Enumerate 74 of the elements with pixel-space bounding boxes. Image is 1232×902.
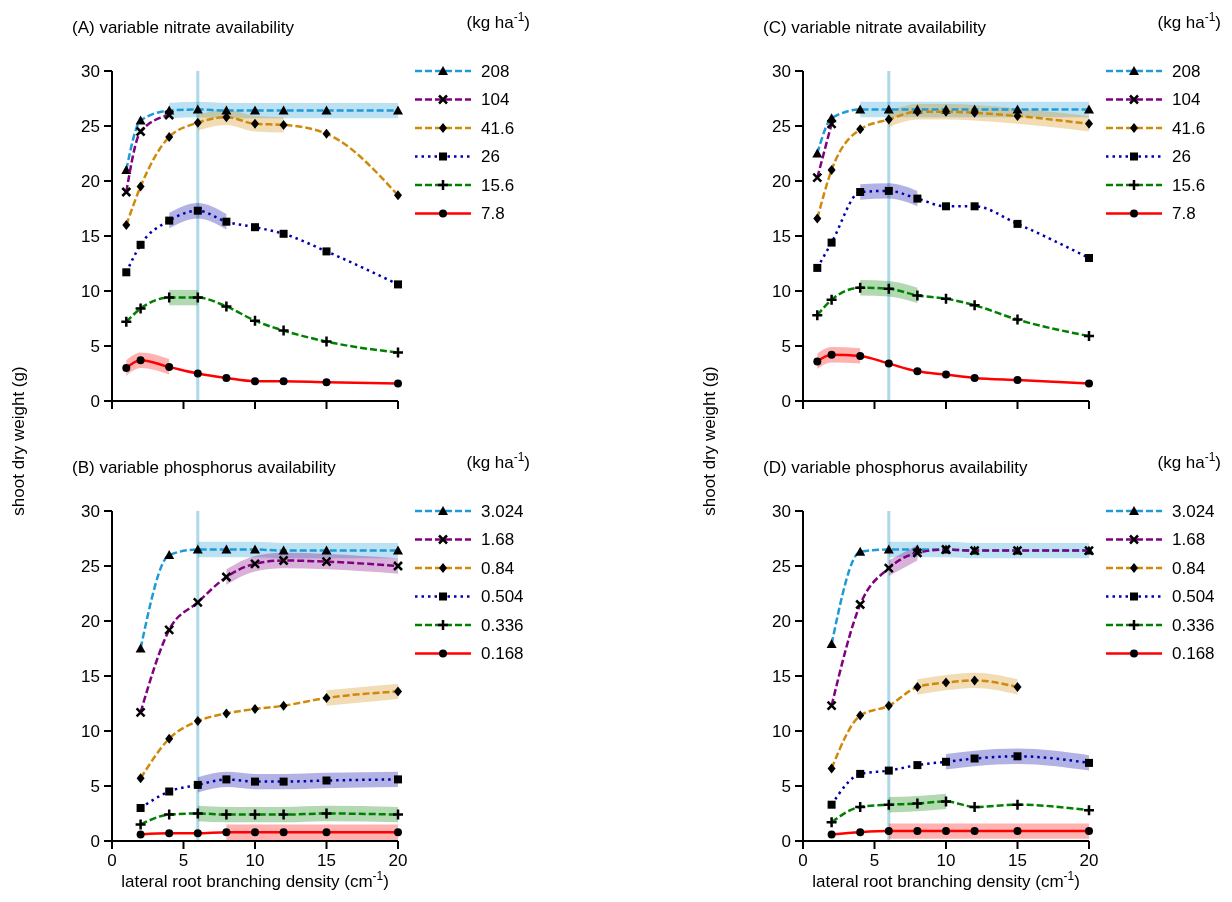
legend-label: 7.8 bbox=[481, 204, 505, 224]
legend-label: 41.6 bbox=[1172, 118, 1206, 138]
y-tick-label: 20 bbox=[772, 611, 791, 631]
x-tick-label: 5 bbox=[178, 851, 189, 870]
legend-label: 0.504 bbox=[1172, 587, 1215, 607]
legend-label: 0.168 bbox=[1172, 644, 1215, 664]
x-tick-label: 10 bbox=[936, 851, 956, 870]
legend-title: (kg ha$^{-1}$) bbox=[466, 450, 530, 472]
y-tick-label: 30 bbox=[772, 501, 791, 521]
legend-label: 3.024 bbox=[481, 501, 524, 521]
y-tick-label: 15 bbox=[81, 666, 100, 686]
y-tick-label: 30 bbox=[81, 501, 100, 521]
legend-title: (kg ha$^{-1}$) bbox=[1157, 450, 1221, 472]
y-tick-label: 0 bbox=[90, 391, 100, 411]
y-tick-label: 30 bbox=[81, 61, 100, 81]
x-tick-label: 15 bbox=[1008, 851, 1027, 870]
legend-label: 0.336 bbox=[1172, 615, 1215, 635]
y-tick-label: 10 bbox=[81, 281, 100, 301]
y-tick-label: 10 bbox=[772, 721, 791, 741]
x-axis-title: lateral root branching density (cm$^{-1}$) bbox=[121, 869, 389, 891]
y-tick-label: 15 bbox=[772, 666, 791, 686]
legend-label: 41.6 bbox=[481, 118, 515, 138]
legend-label: 0.336 bbox=[481, 615, 524, 635]
legend-label: 3.024 bbox=[1172, 501, 1215, 521]
y-tick-label: 30 bbox=[772, 61, 791, 81]
y-tick-label: 25 bbox=[772, 116, 791, 136]
legend-label: 104 bbox=[1172, 90, 1201, 110]
y-tick-label: 20 bbox=[81, 611, 100, 631]
y-tick-label: 25 bbox=[772, 556, 791, 576]
x-tick-label: 0 bbox=[798, 851, 808, 870]
legend-label: 0.84 bbox=[481, 558, 515, 578]
legend-label: 1.68 bbox=[1172, 530, 1206, 550]
legend-label: 26 bbox=[1172, 147, 1191, 167]
y-tick-label: 15 bbox=[81, 226, 100, 246]
legend-label: 15.6 bbox=[481, 175, 515, 195]
y-tick-label: 0 bbox=[781, 831, 791, 851]
y-tick-label: 0 bbox=[781, 391, 791, 411]
legend-title: (kg ha$^{-1}$) bbox=[1157, 10, 1221, 32]
y-tick-label: 5 bbox=[90, 336, 100, 356]
legend-label: 15.6 bbox=[1172, 175, 1206, 195]
legend-label: 104 bbox=[481, 90, 510, 110]
legend-label: 208 bbox=[1172, 61, 1201, 81]
legend-label: 7.8 bbox=[1172, 204, 1196, 224]
y-tick-label: 5 bbox=[90, 776, 100, 796]
legend-label: 1.68 bbox=[481, 530, 515, 550]
x-tick-label: 20 bbox=[1079, 851, 1099, 870]
legend-label: 208 bbox=[481, 61, 510, 81]
y-tick-label: 5 bbox=[781, 336, 791, 356]
y-tick-label: 10 bbox=[772, 281, 791, 301]
legend-title: (kg ha$^{-1}$) bbox=[466, 10, 530, 32]
x-tick-label: 10 bbox=[245, 851, 265, 870]
x-axis-title: lateral root branching density (cm$^{-1}$) bbox=[812, 869, 1080, 891]
y-axis-title: shoot dry weight (g) bbox=[700, 366, 719, 516]
chart-title: (A) variable nitrate availability bbox=[72, 18, 295, 37]
y-tick-label: 10 bbox=[81, 721, 100, 741]
x-tick-label: 20 bbox=[388, 851, 408, 870]
x-tick-label: 5 bbox=[869, 851, 880, 870]
y-axis-title: shoot dry weight (g) bbox=[9, 366, 28, 516]
y-tick-label: 15 bbox=[772, 226, 791, 246]
x-tick-label: 0 bbox=[107, 851, 117, 870]
y-tick-label: 20 bbox=[772, 171, 791, 191]
chart-title: (C) variable nitrate availability bbox=[763, 18, 987, 37]
y-tick-label: 25 bbox=[81, 116, 100, 136]
legend-label: 0.168 bbox=[481, 644, 524, 664]
chart-title: (D) variable phosphorus availability bbox=[763, 458, 1029, 477]
y-tick-label: 0 bbox=[90, 831, 100, 851]
x-tick-label: 15 bbox=[317, 851, 336, 870]
legend-label: 0.504 bbox=[481, 587, 524, 607]
y-tick-label: 25 bbox=[81, 556, 100, 576]
legend-label: 26 bbox=[481, 147, 500, 167]
chart-title: (B) variable phosphorus availability bbox=[72, 458, 337, 477]
y-tick-label: 5 bbox=[781, 776, 791, 796]
y-tick-label: 20 bbox=[81, 171, 100, 191]
legend-label: 0.84 bbox=[1172, 558, 1206, 578]
